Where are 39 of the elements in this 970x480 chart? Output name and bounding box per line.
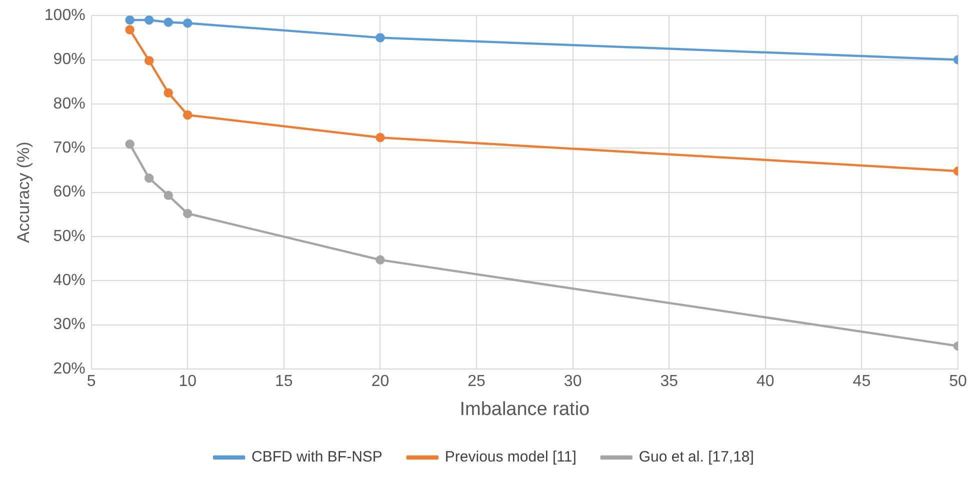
y-tick-label: 80% xyxy=(53,95,86,112)
point xyxy=(164,18,173,27)
legend-label: Previous model [11] xyxy=(444,448,576,466)
point xyxy=(144,56,154,66)
point xyxy=(125,16,134,25)
point xyxy=(144,174,154,183)
legend-label: CBFD with BF-NSP xyxy=(252,448,382,466)
x-tick-label: 30 xyxy=(564,373,582,390)
x-tick-label: 35 xyxy=(660,373,678,390)
y-tick-label: 90% xyxy=(53,51,86,68)
point xyxy=(376,33,385,42)
point xyxy=(164,190,173,200)
point xyxy=(125,25,134,34)
x-tick-label: 10 xyxy=(178,373,197,390)
x-tick-label: 15 xyxy=(275,373,293,390)
y-tick-label: 30% xyxy=(53,316,86,334)
point xyxy=(182,110,192,120)
point xyxy=(376,255,385,265)
point xyxy=(164,88,173,98)
y-tick-label: 20% xyxy=(53,360,86,378)
point xyxy=(182,18,192,28)
x-tick-label: 20 xyxy=(371,373,390,390)
x-axis-title: Imbalance ratio xyxy=(460,398,590,420)
x-tick-label: 40 xyxy=(756,373,774,390)
point xyxy=(125,140,134,149)
point xyxy=(144,16,154,25)
y-tick-label: 70% xyxy=(53,140,86,157)
x-tick-label: 50 xyxy=(949,373,967,390)
y-tick-label: 60% xyxy=(53,184,86,201)
y-tick-label: 50% xyxy=(53,228,86,245)
x-tick-label: 45 xyxy=(852,373,871,390)
y-axis-title: Accuracy (%) xyxy=(14,142,33,243)
x-tick-label: 5 xyxy=(86,373,96,390)
point xyxy=(182,208,192,218)
x-tick-label: 25 xyxy=(468,373,486,390)
y-tick-label: 40% xyxy=(53,272,86,290)
y-tick-label: 100% xyxy=(44,7,86,24)
legend-label: Guo et al. [17,18] xyxy=(638,448,754,466)
point xyxy=(376,132,385,142)
